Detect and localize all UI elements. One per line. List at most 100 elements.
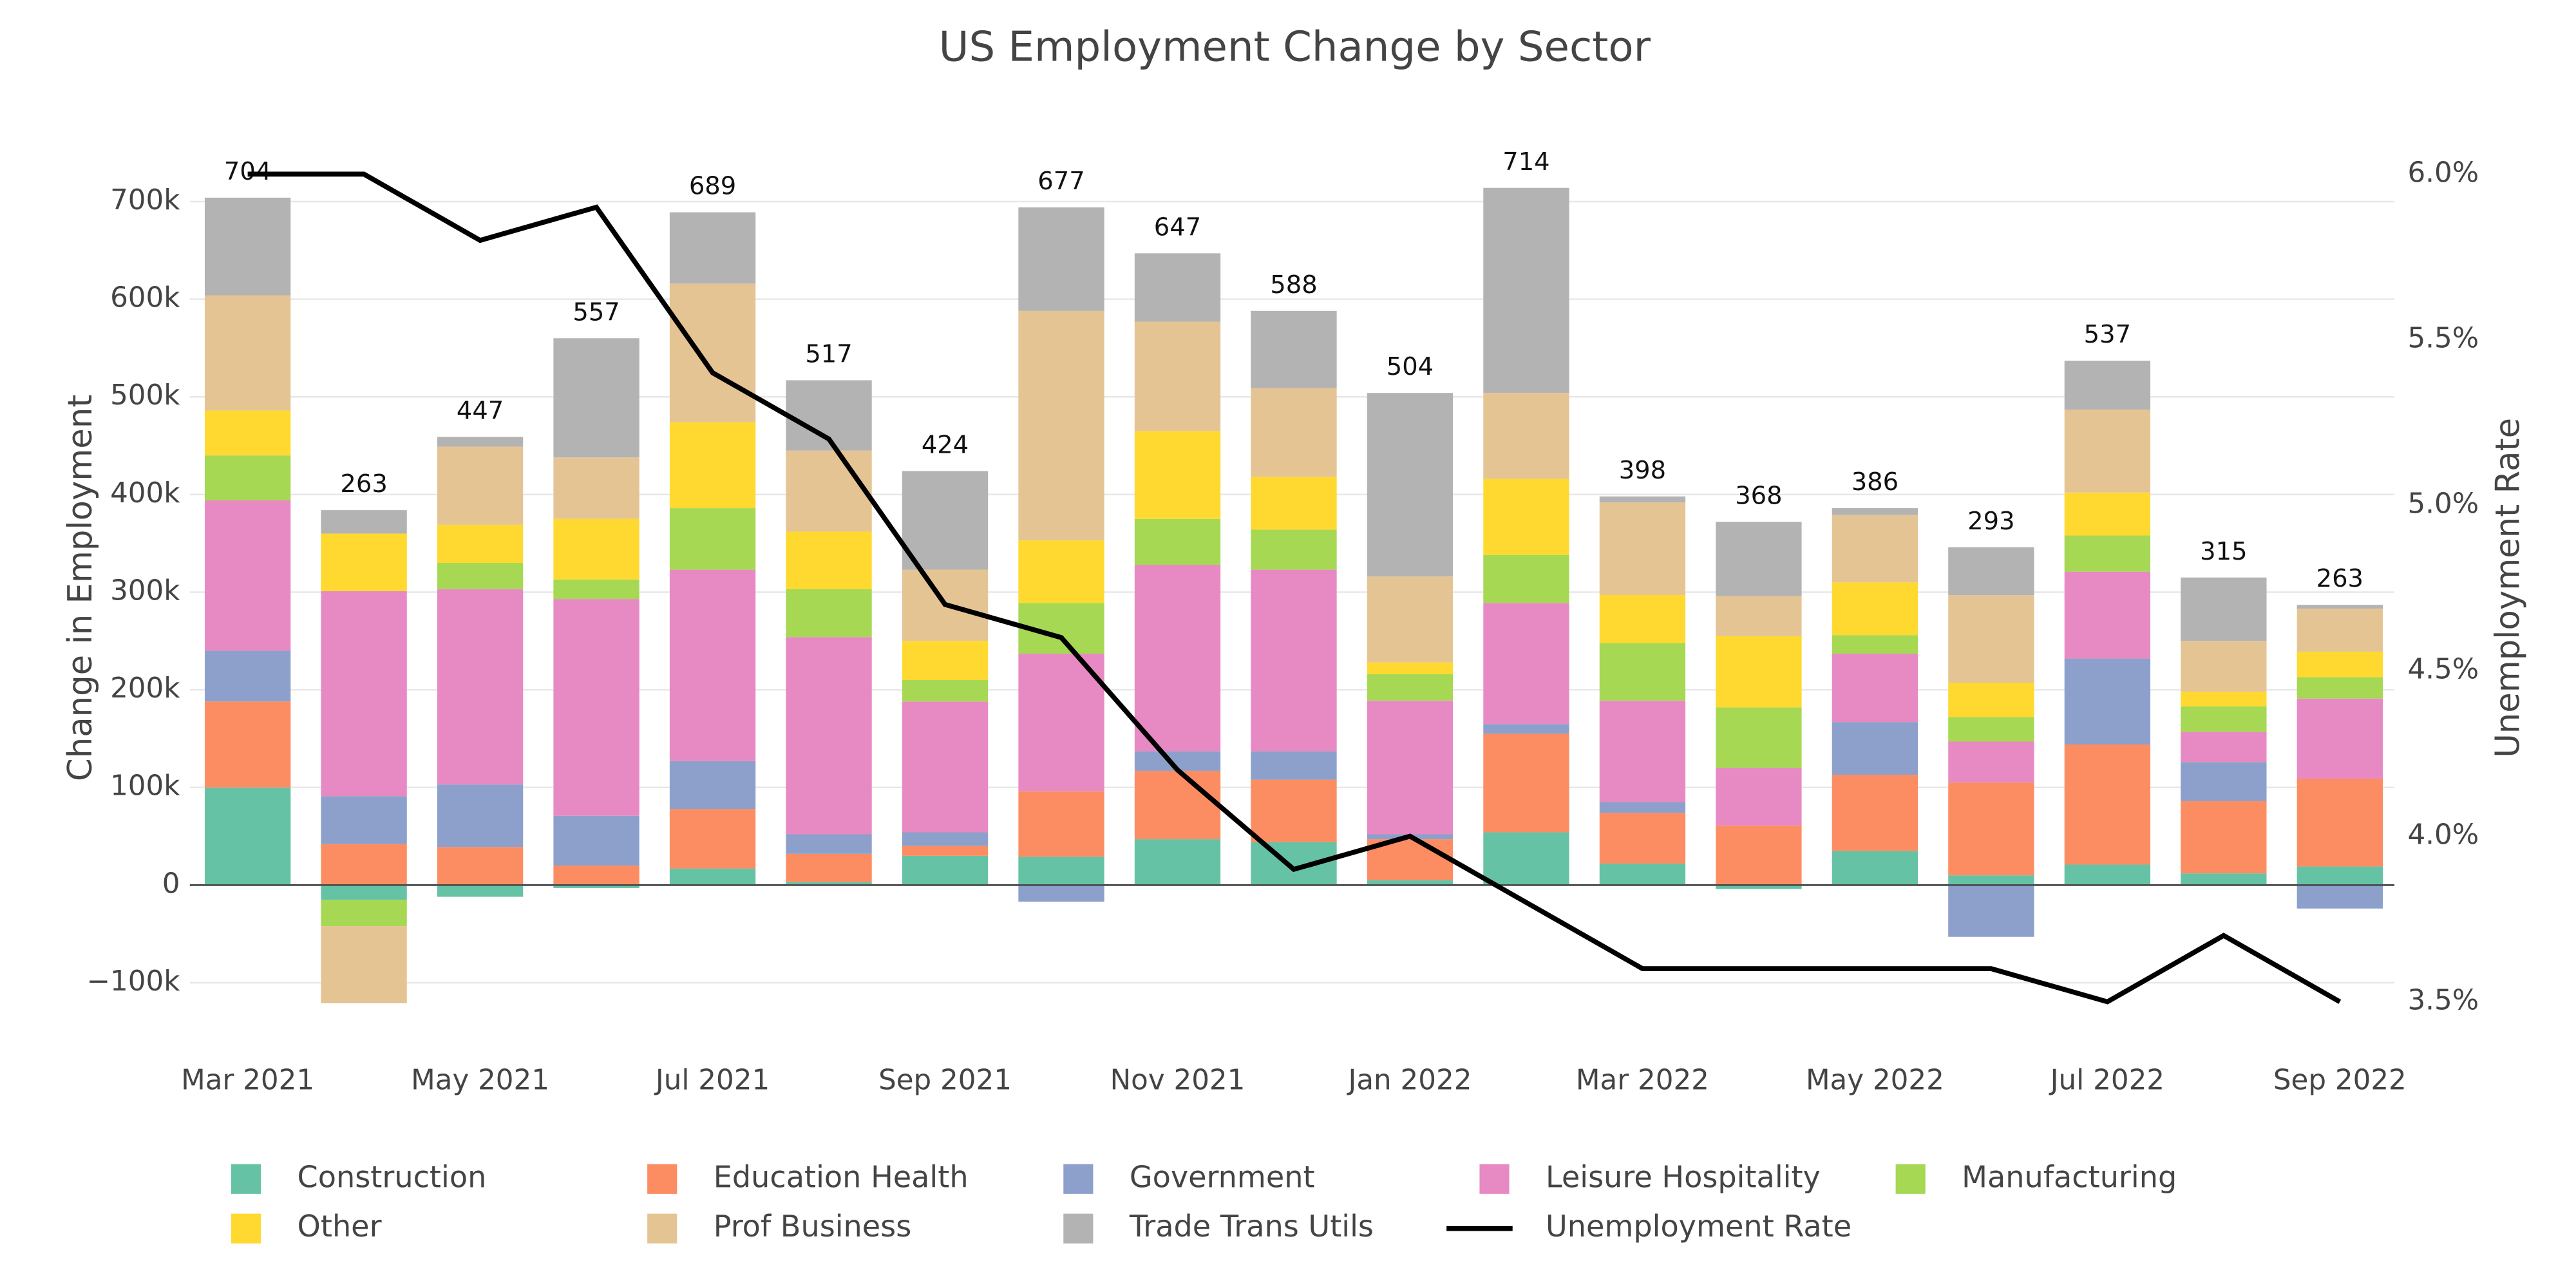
bar-segment: [1599, 813, 1686, 864]
y2-tick-label: 3.5%: [2407, 985, 2479, 1017]
x-tick-label: Jan 2022: [1346, 1064, 1472, 1096]
legend-label: Manufacturing: [1962, 1159, 2177, 1194]
bar-segment: [1483, 724, 1569, 734]
total-label: 677: [1037, 167, 1084, 196]
legend-label: Leisure Hospitality: [1546, 1159, 1821, 1194]
x-tick-label: Sep 2021: [878, 1064, 1012, 1096]
bar-segment: [786, 450, 872, 532]
y2-tick-label: 4.5%: [2407, 653, 2479, 685]
bar-segment: [1948, 595, 2034, 683]
bar-segment: [1599, 496, 1686, 502]
bar-segment: [1599, 802, 1686, 813]
bar-segment: [2064, 744, 2151, 865]
legend-swatch: [231, 1213, 261, 1244]
bar-segment: [1832, 775, 1918, 851]
bar-segment: [321, 926, 407, 1003]
bar-segment: [2181, 800, 2267, 874]
bar-segment: [902, 471, 989, 570]
bar-segment: [669, 508, 756, 570]
bar-segment: [1599, 595, 1686, 643]
total-label: 293: [1967, 507, 2014, 536]
bar-segment: [1483, 734, 1569, 833]
bar-segment: [669, 761, 756, 810]
bar-segment: [1832, 654, 1918, 723]
bar-segment: [553, 518, 639, 580]
bar-segment: [2064, 571, 2151, 659]
x-tick-label: Jul 2022: [2049, 1064, 2164, 1096]
bar-segment: [553, 338, 639, 458]
total-label: 537: [2084, 320, 2131, 349]
bar-segment: [1599, 643, 1686, 701]
total-label: 398: [1619, 456, 1666, 485]
chart-title: US Employment Change by Sector: [939, 24, 1651, 71]
y-axis-title: Change in Employment: [61, 395, 100, 782]
legend-label: Prof Business: [714, 1209, 912, 1244]
bar-segment: [1832, 515, 1918, 583]
y-tick-label: 500k: [110, 379, 180, 412]
total-label: 368: [1735, 481, 1782, 510]
line-series: [247, 171, 2342, 1005]
y-tick-label: 700k: [110, 184, 180, 216]
bar-segment: [2064, 864, 2151, 886]
bar-segment: [553, 885, 639, 888]
legend-label: Education Health: [714, 1159, 969, 1194]
bar-segment: [2297, 698, 2383, 779]
bar-segment: [1832, 635, 1918, 654]
x-tick-label: Mar 2022: [1576, 1064, 1709, 1096]
bar-segment: [437, 589, 524, 785]
bar-segment: [1948, 717, 2034, 742]
y2-tick-label: 6.0%: [2407, 156, 2479, 189]
total-label: 504: [1387, 352, 1434, 381]
bar-segment: [553, 866, 639, 886]
y-tick-label: 600k: [110, 282, 180, 314]
bar-segment: [1134, 839, 1221, 886]
total-label: 263: [340, 469, 387, 498]
bar-segment: [1716, 707, 1802, 768]
bar-segment: [1367, 576, 1454, 663]
bar-segment: [902, 701, 989, 833]
legend-swatch: [1063, 1213, 1094, 1244]
bar-segment: [204, 787, 291, 886]
bar-segment: [321, 900, 407, 927]
bar-segment: [1251, 842, 1337, 886]
x-tick-label: Mar 2021: [181, 1064, 314, 1096]
y2-tick-label: 4.0%: [2407, 819, 2479, 851]
bar-segment: [2064, 492, 2151, 536]
x-tick-label: Sep 2022: [2273, 1064, 2407, 1096]
bar-segment: [1134, 253, 1221, 322]
bar-segment: [437, 847, 524, 886]
bar-segment: [204, 410, 291, 456]
total-label: 315: [2200, 537, 2247, 566]
bar-segment: [1367, 393, 1454, 577]
bar-segment: [321, 844, 407, 886]
bar-segment: [1599, 700, 1686, 802]
x-tick-label: Jul 2021: [654, 1064, 770, 1096]
bar-segment: [786, 834, 872, 854]
bar-segment: [1832, 722, 1918, 775]
bar-segment: [321, 533, 407, 591]
legend-swatch: [231, 1164, 261, 1194]
bar-segment: [2297, 866, 2383, 886]
bar-segment: [1948, 741, 2034, 783]
x-tick-label: May 2022: [1806, 1064, 1944, 1096]
bar-segment: [437, 437, 524, 447]
y-tick-label: 300k: [110, 574, 180, 607]
bar-segment: [1483, 832, 1569, 886]
total-label: 517: [805, 339, 852, 368]
bar-segment: [786, 589, 872, 638]
x-tick-label: Nov 2021: [1110, 1064, 1245, 1096]
bar-segment: [321, 885, 407, 900]
bar-segment: [669, 569, 756, 761]
bar-segment: [2297, 605, 2383, 609]
bar-segment: [2064, 361, 2151, 410]
bar-segment: [1251, 779, 1337, 842]
bar-segment: [1018, 791, 1104, 857]
legend-label: Trade Trans Utils: [1129, 1209, 1374, 1244]
bar-segment: [669, 212, 756, 284]
bar-segment: [2181, 577, 2267, 641]
bar-segment: [1599, 863, 1686, 886]
y2-tick-label: 5.5%: [2407, 322, 2479, 354]
bar-segment: [321, 591, 407, 797]
bar-segment: [2297, 609, 2383, 652]
total-label: 588: [1270, 270, 1317, 299]
